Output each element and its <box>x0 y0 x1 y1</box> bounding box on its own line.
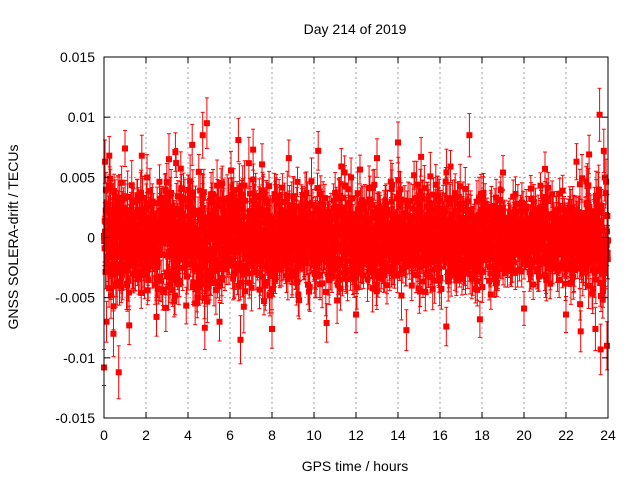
data-marker <box>260 298 267 305</box>
data-marker <box>159 286 166 293</box>
data-marker <box>109 267 116 274</box>
data-marker <box>245 160 252 167</box>
data-marker <box>106 285 113 292</box>
data-marker <box>126 289 133 296</box>
data-marker <box>144 174 151 181</box>
data-marker <box>171 292 178 299</box>
data-marker <box>139 235 146 242</box>
data-marker <box>116 194 123 201</box>
data-marker <box>103 200 110 207</box>
data-marker <box>119 271 126 278</box>
data-marker <box>124 282 131 289</box>
data-marker <box>129 199 136 206</box>
data-marker <box>165 156 172 163</box>
data-marker <box>125 277 132 284</box>
data-marker <box>117 246 124 253</box>
data-marker <box>114 261 121 268</box>
data-marker <box>266 183 273 190</box>
data-marker <box>138 189 145 196</box>
data-marker <box>240 303 247 310</box>
data-marker <box>108 262 115 269</box>
data-series <box>101 87 611 400</box>
data-marker <box>141 210 148 217</box>
data-marker <box>118 285 125 292</box>
data-marker <box>259 161 266 168</box>
data-marker <box>153 217 160 224</box>
data-marker <box>130 209 137 216</box>
data-marker <box>135 276 142 283</box>
data-marker <box>149 198 156 205</box>
data-marker <box>128 182 135 189</box>
data-marker <box>171 298 178 305</box>
data-marker <box>177 165 184 172</box>
data-marker <box>183 302 190 309</box>
data-marker <box>105 218 112 225</box>
data-marker <box>123 241 130 248</box>
data-marker <box>241 182 248 189</box>
data-marker <box>110 271 117 278</box>
data-marker <box>116 278 123 285</box>
data-marker <box>134 236 141 243</box>
data-marker <box>173 160 180 167</box>
data-marker <box>144 287 151 294</box>
data-marker <box>118 179 125 186</box>
data-marker <box>120 206 127 213</box>
data-marker <box>119 241 126 248</box>
data-marker <box>124 193 131 200</box>
data-marker <box>129 260 136 267</box>
data-marker <box>158 277 165 284</box>
data-marker <box>204 298 211 305</box>
data-marker <box>110 303 117 310</box>
data-marker <box>138 268 145 275</box>
data-marker <box>138 211 145 218</box>
data-marker <box>200 189 207 196</box>
data-marker <box>242 288 249 295</box>
data-marker <box>148 201 155 208</box>
data-marker <box>139 195 146 202</box>
data-marker <box>144 228 151 235</box>
data-marker <box>146 188 153 195</box>
data-marker <box>134 192 141 199</box>
data-marker <box>152 281 159 288</box>
data-marker <box>219 180 226 187</box>
